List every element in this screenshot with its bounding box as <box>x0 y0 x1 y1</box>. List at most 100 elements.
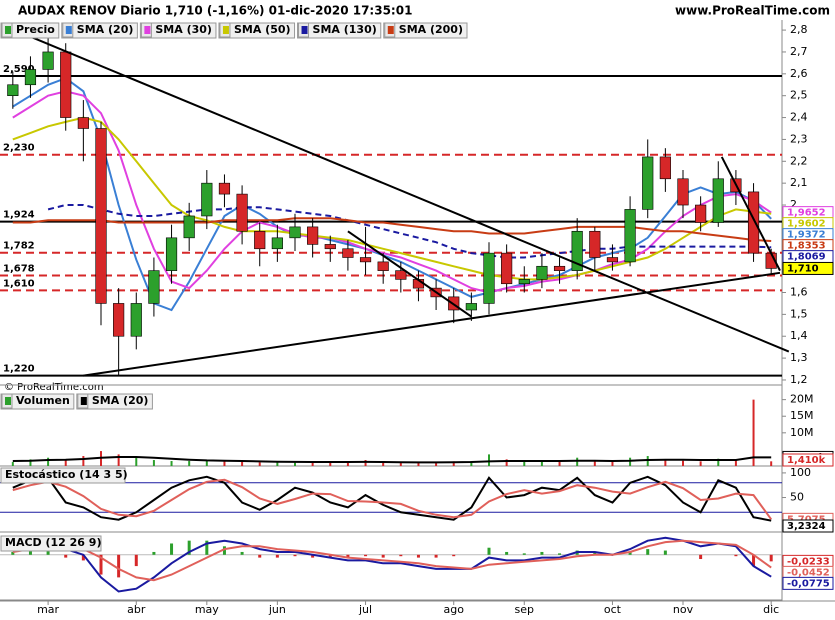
volume-bar <box>593 461 596 466</box>
volume-bar <box>664 459 667 466</box>
histogram-bar <box>558 553 562 555</box>
series-line <box>12 217 772 242</box>
legend-swatch <box>301 26 308 34</box>
histogram-bar <box>522 553 526 555</box>
candle-body <box>165 237 178 271</box>
y-tick-label: 20M <box>790 393 814 406</box>
candle-body <box>606 257 619 263</box>
value-tag-label: 1,9602 <box>787 219 826 230</box>
legend-label: SMA (130) <box>313 23 377 36</box>
value-tag-label: 1,9372 <box>787 230 826 241</box>
histogram-bar <box>752 554 756 567</box>
y-tick-label: 15M <box>790 409 814 422</box>
y-tick-label: 10M <box>790 426 814 439</box>
candle-body <box>130 303 142 337</box>
legend-background <box>139 22 217 39</box>
x-tick-label: oct <box>604 603 622 616</box>
volume-bar <box>382 462 385 466</box>
series-line <box>12 478 773 520</box>
series-line <box>12 90 772 294</box>
histogram-bar <box>487 547 491 555</box>
histogram-bar <box>452 554 456 557</box>
candle-body <box>536 265 548 280</box>
volume-bar <box>717 458 720 466</box>
trend-line <box>83 271 781 377</box>
volume-bar <box>294 462 296 466</box>
histogram-bar <box>205 540 209 555</box>
volume-bar <box>29 459 32 466</box>
y-tick-label: 100 <box>790 466 811 479</box>
candle-body <box>183 215 195 239</box>
y-tick-label: 1,5 <box>790 307 808 320</box>
value-tag-label: 1,8069 <box>787 252 826 263</box>
y-tick-label: 2,8 <box>790 23 808 36</box>
volume-bar <box>64 460 67 466</box>
legend-swatch <box>222 26 229 34</box>
x-tick-label: nov <box>673 603 694 616</box>
legend-item: Volumen <box>0 393 75 410</box>
candle-body <box>501 252 513 285</box>
series-line <box>12 475 772 522</box>
volume-bar <box>752 399 755 466</box>
histogram-bar <box>505 551 509 555</box>
histogram-bar <box>346 554 350 558</box>
candle-body <box>642 156 654 210</box>
candle-body <box>677 178 689 206</box>
volume-bar <box>540 461 543 466</box>
volume-bar <box>452 461 455 466</box>
legend-item: SMA (50) <box>218 22 296 39</box>
candle-body <box>95 128 107 304</box>
histogram-bar <box>81 554 85 561</box>
value-tag-label: -0,0233 <box>787 556 830 567</box>
series-line <box>12 539 772 582</box>
y-tick-label: 2,3 <box>790 132 808 145</box>
histogram-bar <box>222 546 226 555</box>
candle-body <box>483 252 495 304</box>
trend-line <box>720 156 781 272</box>
histogram-bar <box>46 549 50 555</box>
volume-bar <box>170 461 173 466</box>
candle-body <box>271 237 283 250</box>
histogram-bar <box>240 551 244 555</box>
volume-bar <box>311 462 314 466</box>
volume-bar <box>364 460 367 466</box>
legend-item: Precio <box>0 22 60 39</box>
histogram-bar <box>416 554 420 558</box>
histogram-bar <box>699 554 703 560</box>
histogram-bar <box>434 554 438 558</box>
volume-bar <box>346 461 349 466</box>
legend-swatch <box>144 26 151 34</box>
series-line <box>12 116 772 281</box>
series-line <box>12 456 772 464</box>
volume-bar <box>188 461 191 466</box>
histogram-bar <box>99 554 103 575</box>
candle-body <box>359 257 372 263</box>
value-tag <box>782 519 834 533</box>
legend-background <box>383 22 468 39</box>
value-tag <box>782 453 834 467</box>
histogram-bar <box>399 554 403 557</box>
candle-body <box>254 230 266 250</box>
legend-swatch <box>387 26 394 34</box>
y-tick-label: 2,1 <box>790 176 808 189</box>
x-tick-label: jul <box>358 603 372 616</box>
legend-item: SMA (30) <box>139 22 217 39</box>
volume-bar <box>276 462 279 466</box>
candle-body <box>24 69 37 86</box>
y-tick-label: 1,3 <box>790 351 808 364</box>
candle-body <box>695 204 707 223</box>
volume-bar <box>152 460 155 466</box>
histogram-bar <box>28 549 32 555</box>
y-tick-label: 2,2 <box>790 154 808 167</box>
candle-body <box>712 178 724 223</box>
histogram-bar <box>734 554 738 557</box>
header-title: AUDAX RENOV Diario 1,710 (-1,16%) 01-dic… <box>18 4 412 18</box>
candle-body <box>324 244 336 250</box>
volume-bar <box>117 454 120 466</box>
candle-body <box>395 270 407 280</box>
histogram-bar <box>258 554 262 558</box>
volume-bar <box>629 457 632 466</box>
volume-bar <box>734 460 737 466</box>
value-tag-label: 1,8353 <box>787 241 826 252</box>
candle-body <box>659 156 671 180</box>
